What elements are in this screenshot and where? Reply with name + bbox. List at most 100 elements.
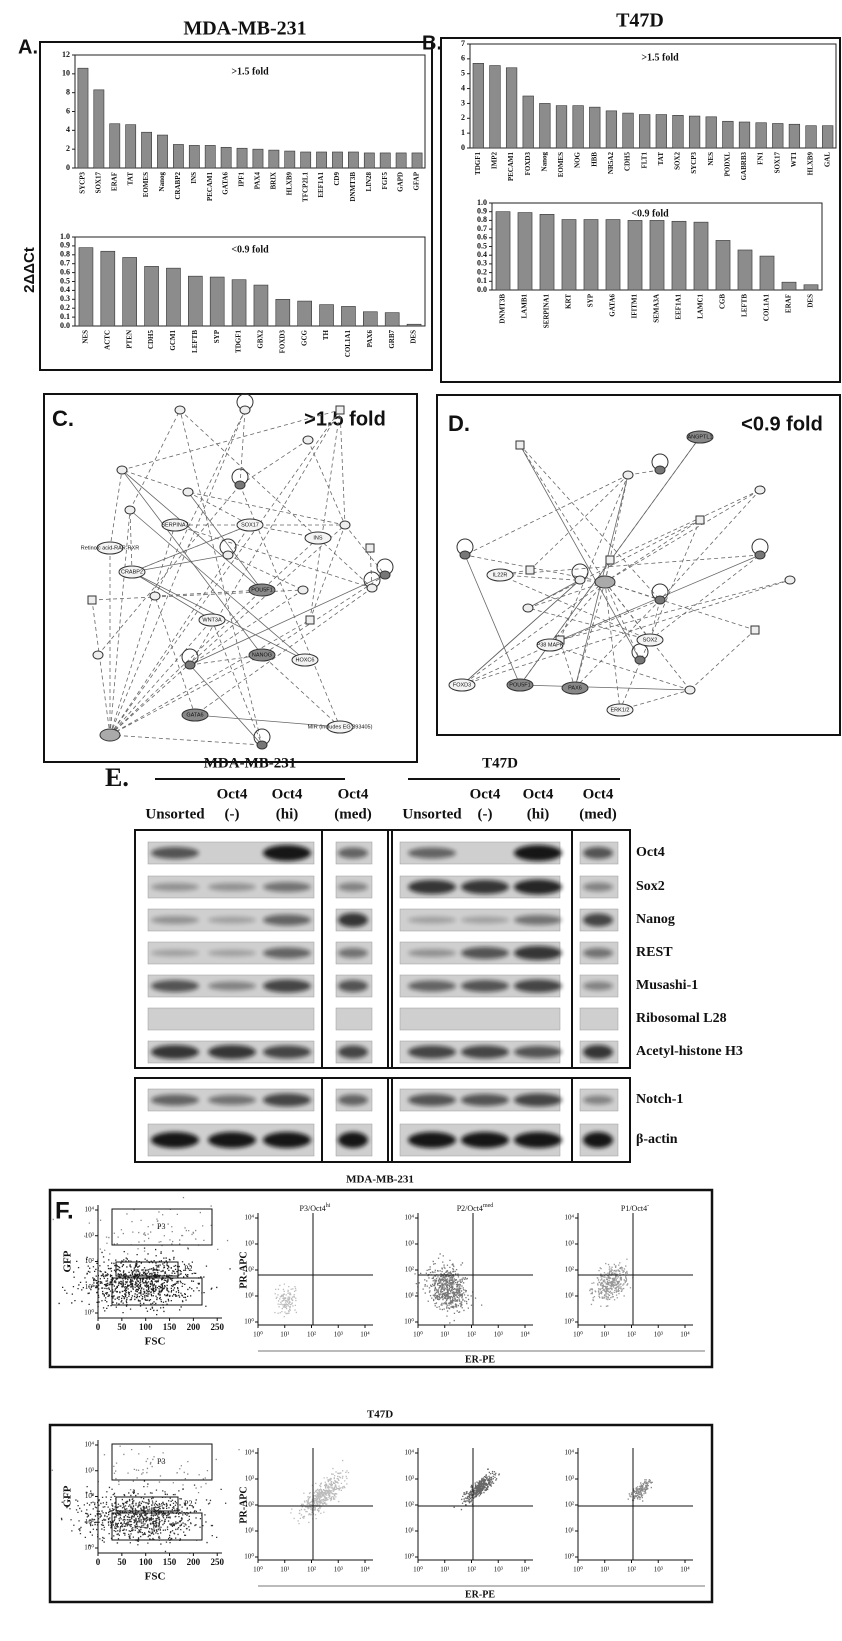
bar	[205, 145, 215, 168]
x-tick-label: 10⁴	[680, 1566, 690, 1574]
edge	[605, 520, 700, 582]
bar	[782, 282, 796, 290]
y-tick-label: 10³	[85, 1466, 94, 1474]
y-tick-label: 10³	[85, 1231, 94, 1239]
edge	[110, 620, 310, 735]
x-tick-label: IPF1	[238, 172, 246, 187]
x-tick-label: 10⁰	[573, 1566, 583, 1574]
x-tick-label: 10³	[494, 1566, 503, 1574]
x-tick-label: Nanog	[158, 172, 166, 192]
blot-band	[583, 948, 613, 958]
x-tick-label: FOXD3	[278, 330, 286, 354]
x-tick-label: NES	[82, 330, 90, 344]
x-tick-label: SYCP3	[79, 172, 87, 194]
x-tick-label: EOMES	[142, 172, 150, 197]
y-tick-label: 0.1	[477, 276, 487, 285]
node-label: MIR (includes EG:393405)	[308, 724, 373, 730]
x-tick-label: 10⁰	[413, 1331, 423, 1339]
bar	[221, 147, 231, 168]
event-cloud	[454, 1469, 500, 1511]
node-label: WNT3A	[202, 617, 222, 623]
blot-band	[208, 982, 256, 991]
y-tick-label: 1.0	[60, 232, 70, 241]
edge	[500, 575, 605, 582]
y-tick-label: 10⁴	[245, 1449, 255, 1457]
row-label: Notch-1	[636, 1092, 683, 1107]
title-superscript: med	[483, 1203, 493, 1209]
column-header: (med)	[579, 806, 617, 822]
x-tick-label: 10³	[494, 1331, 503, 1339]
bar	[320, 305, 334, 326]
bar	[396, 153, 406, 168]
x-tick-label: LAMB1	[521, 294, 529, 319]
bar	[822, 126, 833, 148]
node	[606, 556, 614, 564]
blot-band	[514, 915, 562, 925]
blot-band	[514, 1132, 562, 1148]
y-tick-label: 10⁴	[565, 1449, 575, 1457]
bar	[584, 220, 598, 290]
x-tick-label: PODXL	[723, 152, 731, 177]
edge	[465, 475, 628, 555]
x-tick-label: 10⁴	[360, 1566, 370, 1574]
x-tick-label: COL1A1	[763, 294, 771, 322]
node-label: POU5F1	[251, 587, 272, 593]
bar	[157, 135, 167, 168]
y-tick-label: 0	[66, 163, 70, 172]
y-tick-label: 0.6	[477, 233, 487, 242]
network: POU5F1NANOGGATA6SOX17CRABP2SERPINA7WNT3A…	[81, 394, 393, 749]
title-superscript: hi	[326, 1203, 331, 1209]
y-tick-label: 0.9	[477, 207, 487, 216]
y-tick-label: 0.4	[60, 285, 70, 294]
y-tick-label: 10²	[565, 1266, 574, 1274]
edge	[520, 445, 660, 600]
x-tick-label: GRB7	[388, 330, 396, 349]
x-tick-label: 10³	[654, 1566, 663, 1574]
blot-band	[151, 980, 199, 992]
bar	[210, 277, 224, 326]
node	[150, 592, 160, 600]
blot-band	[338, 1132, 368, 1148]
axis-label: PR-APC	[238, 1486, 249, 1523]
bar	[540, 214, 554, 290]
x-tick-label: EOMES	[557, 152, 565, 177]
chart-annotation: >1.5 fold	[641, 52, 679, 63]
y-tick-label: 10²	[565, 1501, 574, 1509]
column-header: Oct4	[272, 786, 303, 802]
bar	[656, 115, 667, 148]
y-tick-label: 10³	[245, 1240, 254, 1248]
bar	[285, 151, 295, 168]
y-tick-label: 0.4	[477, 250, 487, 259]
x-tick-label: CRABP2	[174, 172, 182, 200]
y-tick-label: 10²	[405, 1501, 414, 1509]
blot-band	[461, 880, 509, 894]
bar	[739, 122, 750, 148]
node	[460, 551, 470, 559]
node-label: GATA6	[186, 712, 203, 718]
blot-band	[583, 883, 613, 892]
x-tick-label: BRIX	[269, 172, 277, 190]
flow-title: MDA-MB-231	[346, 1174, 414, 1186]
x-tick-label: LEFTB	[741, 294, 749, 317]
bar	[173, 144, 183, 168]
x-tick-label: 0	[96, 1557, 101, 1567]
blot-band	[263, 980, 311, 993]
x-tick-label: TDGF1	[474, 152, 482, 175]
edge	[110, 735, 262, 745]
quadrant-title: P1/Oct4-	[621, 1203, 649, 1212]
bar	[723, 121, 734, 148]
blot-band	[408, 949, 456, 957]
x-tick-label: CD9	[333, 172, 341, 186]
x-tick-label: CDH5	[624, 152, 632, 172]
edge	[462, 580, 790, 685]
x-tick-label: GABRB3	[740, 152, 748, 181]
bar	[341, 306, 355, 326]
x-tick-label: PECAM1	[507, 152, 515, 182]
gate-label: P3	[157, 1222, 165, 1231]
bar	[348, 152, 358, 168]
blot-band	[338, 848, 368, 859]
y-tick-label: 10³	[565, 1240, 574, 1248]
node	[655, 596, 665, 604]
bar	[506, 68, 517, 148]
node-label: P38 MAPK	[537, 642, 564, 648]
